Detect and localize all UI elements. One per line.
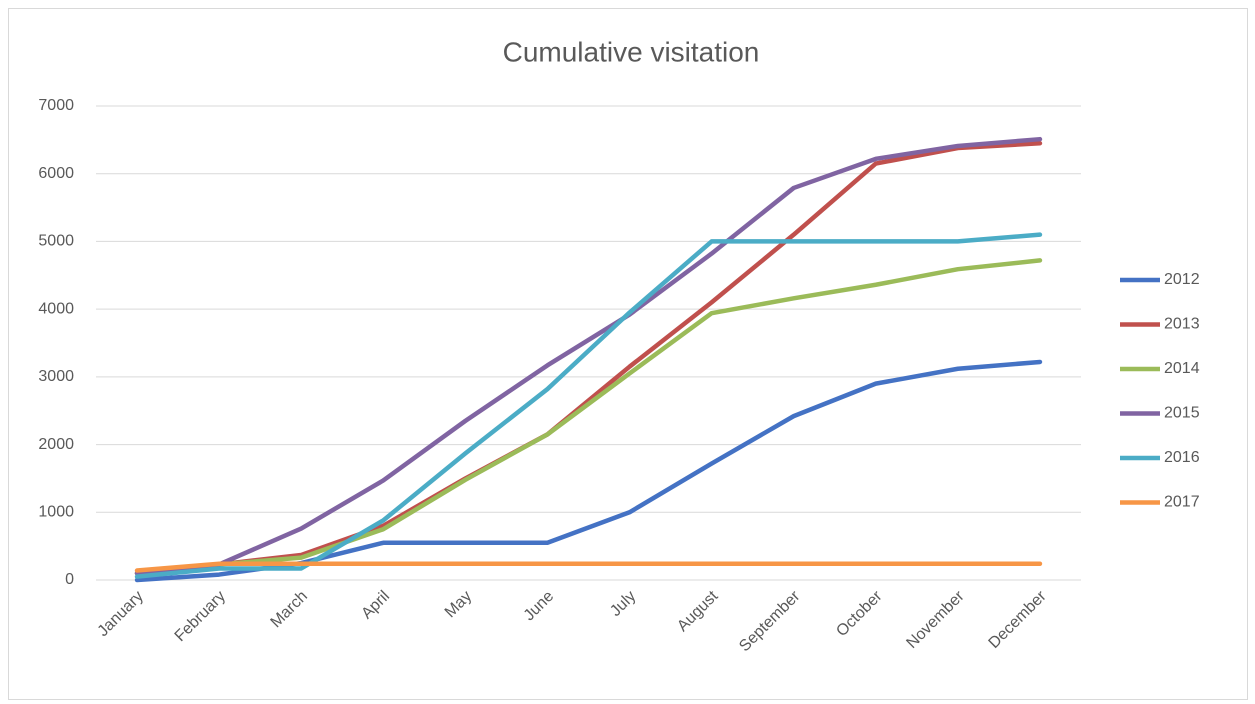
series-line (134, 561, 1043, 573)
y-tick-label: 5000 (38, 233, 74, 250)
series-line (134, 258, 1043, 576)
legend-label: 2013 (1164, 316, 1200, 333)
legend-label: 2016 (1164, 449, 1200, 466)
y-tick-label: 1000 (38, 504, 74, 521)
y-tick-label: 2000 (38, 436, 74, 453)
legend-label: 2017 (1164, 494, 1200, 511)
y-tick-label: 6000 (38, 165, 74, 182)
y-tick-label: 3000 (38, 368, 74, 385)
legend-label: 2014 (1164, 360, 1200, 377)
legend-label: 2012 (1164, 271, 1200, 288)
series-line (134, 136, 1043, 576)
y-tick-label: 7000 (38, 97, 74, 114)
legend-label: 2015 (1164, 405, 1200, 422)
y-tick-label: 0 (65, 571, 74, 588)
series-line (134, 232, 1043, 579)
y-tick-label: 4000 (38, 300, 74, 317)
chart-border (8, 8, 1248, 700)
chart-title: Cumulative visitation (503, 36, 760, 67)
